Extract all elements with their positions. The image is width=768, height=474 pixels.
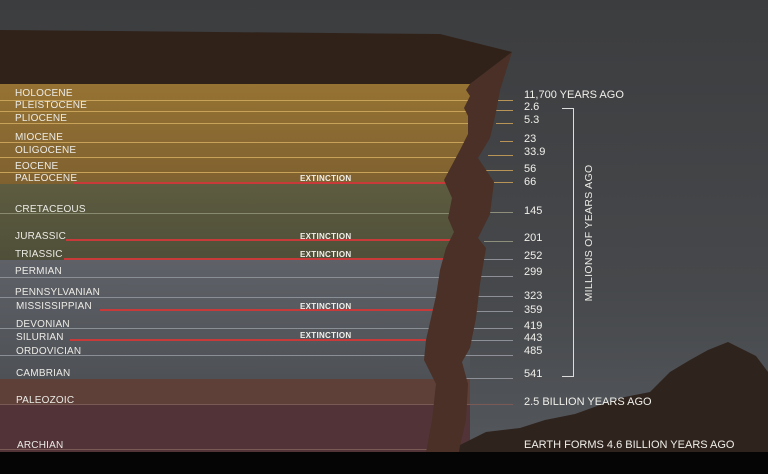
layer-label-triassic: TRIASSIC — [15, 249, 63, 260]
boundary-holocene — [0, 100, 470, 101]
boundary-miocene — [0, 142, 470, 143]
layer-label-cambrian: CAMBRIAN — [16, 368, 71, 379]
extinction-label-paleocene: EXTINCTION — [300, 174, 352, 183]
tick-miocene — [500, 141, 513, 142]
age-permian: 299 — [524, 266, 543, 278]
layer-label-ordovician: ORDOVICIAN — [16, 346, 82, 357]
tick-silurian — [460, 340, 513, 341]
layer-label-eocene: EOCENE — [15, 161, 59, 172]
layer-label-devonian: DEVONIAN — [16, 319, 70, 330]
tick-permian — [478, 276, 513, 277]
age-cretaceous: 145 — [524, 205, 543, 217]
band-archean — [0, 405, 470, 452]
band-mesozoic — [0, 184, 470, 260]
extinction-label-mississippian: EXTINCTION — [300, 302, 352, 311]
boundary-ordovician — [0, 355, 470, 356]
age-pleistocene: 2.6 — [524, 101, 540, 113]
boundary-devonian — [0, 328, 470, 329]
boundary-pleistocene — [0, 111, 470, 112]
extinction-label-triassic: EXTINCTION — [300, 250, 352, 259]
layer-label-cretaceous: CRETACEOUS — [15, 204, 86, 215]
layer-label-silurian: SILURIAN — [16, 332, 64, 343]
tick-oligocene — [488, 155, 513, 156]
boundary-paleozoic — [0, 404, 470, 405]
extinction-line-jurassic — [66, 239, 456, 241]
age-devonian: 419 — [524, 320, 543, 332]
boundary-cretaceous — [0, 213, 470, 214]
millions-years-bracket — [562, 108, 574, 377]
tick-paleozoic — [462, 404, 513, 405]
layer-label-jurassic: JURASSIC — [15, 231, 67, 242]
layer-label-permian: PERMIAN — [15, 266, 62, 277]
age-paleocene: 66 — [524, 176, 537, 188]
layer-label-mississippian: MISSISSIPPIAN — [16, 301, 92, 312]
extinction-label-jurassic: EXTINCTION — [300, 232, 352, 241]
boundary-pliocene — [0, 123, 470, 124]
tick-eocene — [486, 170, 513, 171]
age-ordovician: 485 — [524, 345, 543, 357]
age-mississippian: 359 — [524, 304, 543, 316]
age-pliocene: 5.3 — [524, 114, 540, 126]
layer-label-paleocene: PALEOCENE — [15, 173, 78, 184]
band-paleozoic-periods — [0, 260, 470, 379]
layer-label-pennsylvanian: PENNSYLVANIAN — [15, 287, 101, 298]
layer-label-pleistocene: PLEISTOCENE — [15, 100, 88, 111]
tick-triassic — [482, 259, 513, 260]
layer-label-miocene: MIOCENE — [15, 132, 64, 143]
boundary-pennsylvanian — [0, 297, 470, 298]
axis-label-millions-of-years: MILLIONS OF YEARS AGO — [583, 164, 595, 302]
boundary-permian — [0, 277, 470, 278]
boundary-oligocene — [0, 157, 470, 158]
crack-fissure — [422, 52, 512, 474]
tick-ordovician — [470, 355, 513, 356]
layer-label-archian: ARCHIAN — [17, 440, 64, 451]
top-rock-slab — [0, 30, 512, 84]
tick-pliocene — [496, 123, 513, 124]
layer-label-paleozoic: PALEOZOIC — [16, 395, 75, 406]
tick-holocene — [496, 100, 513, 101]
age-archian: EARTH FORMS 4.6 BILLION YEARS AGO — [524, 439, 735, 451]
tick-cretaceous — [486, 212, 513, 213]
boundary-archean — [0, 449, 470, 450]
extinction-line-silurian — [70, 339, 430, 341]
tick-paleocene — [492, 182, 513, 183]
ground-floor — [0, 452, 768, 474]
tick-jurassic — [484, 241, 513, 242]
tick-cambrian — [466, 378, 513, 379]
age-oligocene: 33.9 — [524, 146, 546, 158]
extinction-line-mississippian — [100, 309, 440, 311]
extinction-line-paleocene — [74, 182, 454, 184]
age-pennsylvanian: 323 — [524, 290, 543, 302]
layer-label-oligocene: OLIGOCENE — [15, 145, 77, 156]
age-holocene: 11,700 YEARS AGO — [524, 89, 624, 101]
layer-label-pliocene: PLIOCENE — [15, 113, 68, 124]
age-cambrian: 541 — [524, 368, 543, 380]
tick-pleistocene — [488, 110, 513, 111]
age-jurassic: 201 — [524, 232, 543, 244]
tick-pennsylvanian — [472, 296, 513, 297]
age-triassic: 252 — [524, 250, 543, 262]
tick-devonian — [462, 328, 513, 329]
tick-mississippian — [466, 311, 513, 312]
extinction-line-triassic — [64, 258, 454, 260]
extinction-label-silurian: EXTINCTION — [300, 331, 352, 340]
band-paleozoic-era — [0, 379, 470, 405]
age-silurian: 443 — [524, 332, 543, 344]
mountain-silhouette — [455, 342, 768, 452]
boundary-eocene — [0, 172, 470, 173]
age-paleozoic: 2.5 BILLION YEARS AGO — [524, 396, 652, 408]
layer-label-holocene: HOLOCENE — [15, 88, 73, 99]
age-miocene: 23 — [524, 133, 537, 145]
age-eocene: 56 — [524, 163, 537, 175]
